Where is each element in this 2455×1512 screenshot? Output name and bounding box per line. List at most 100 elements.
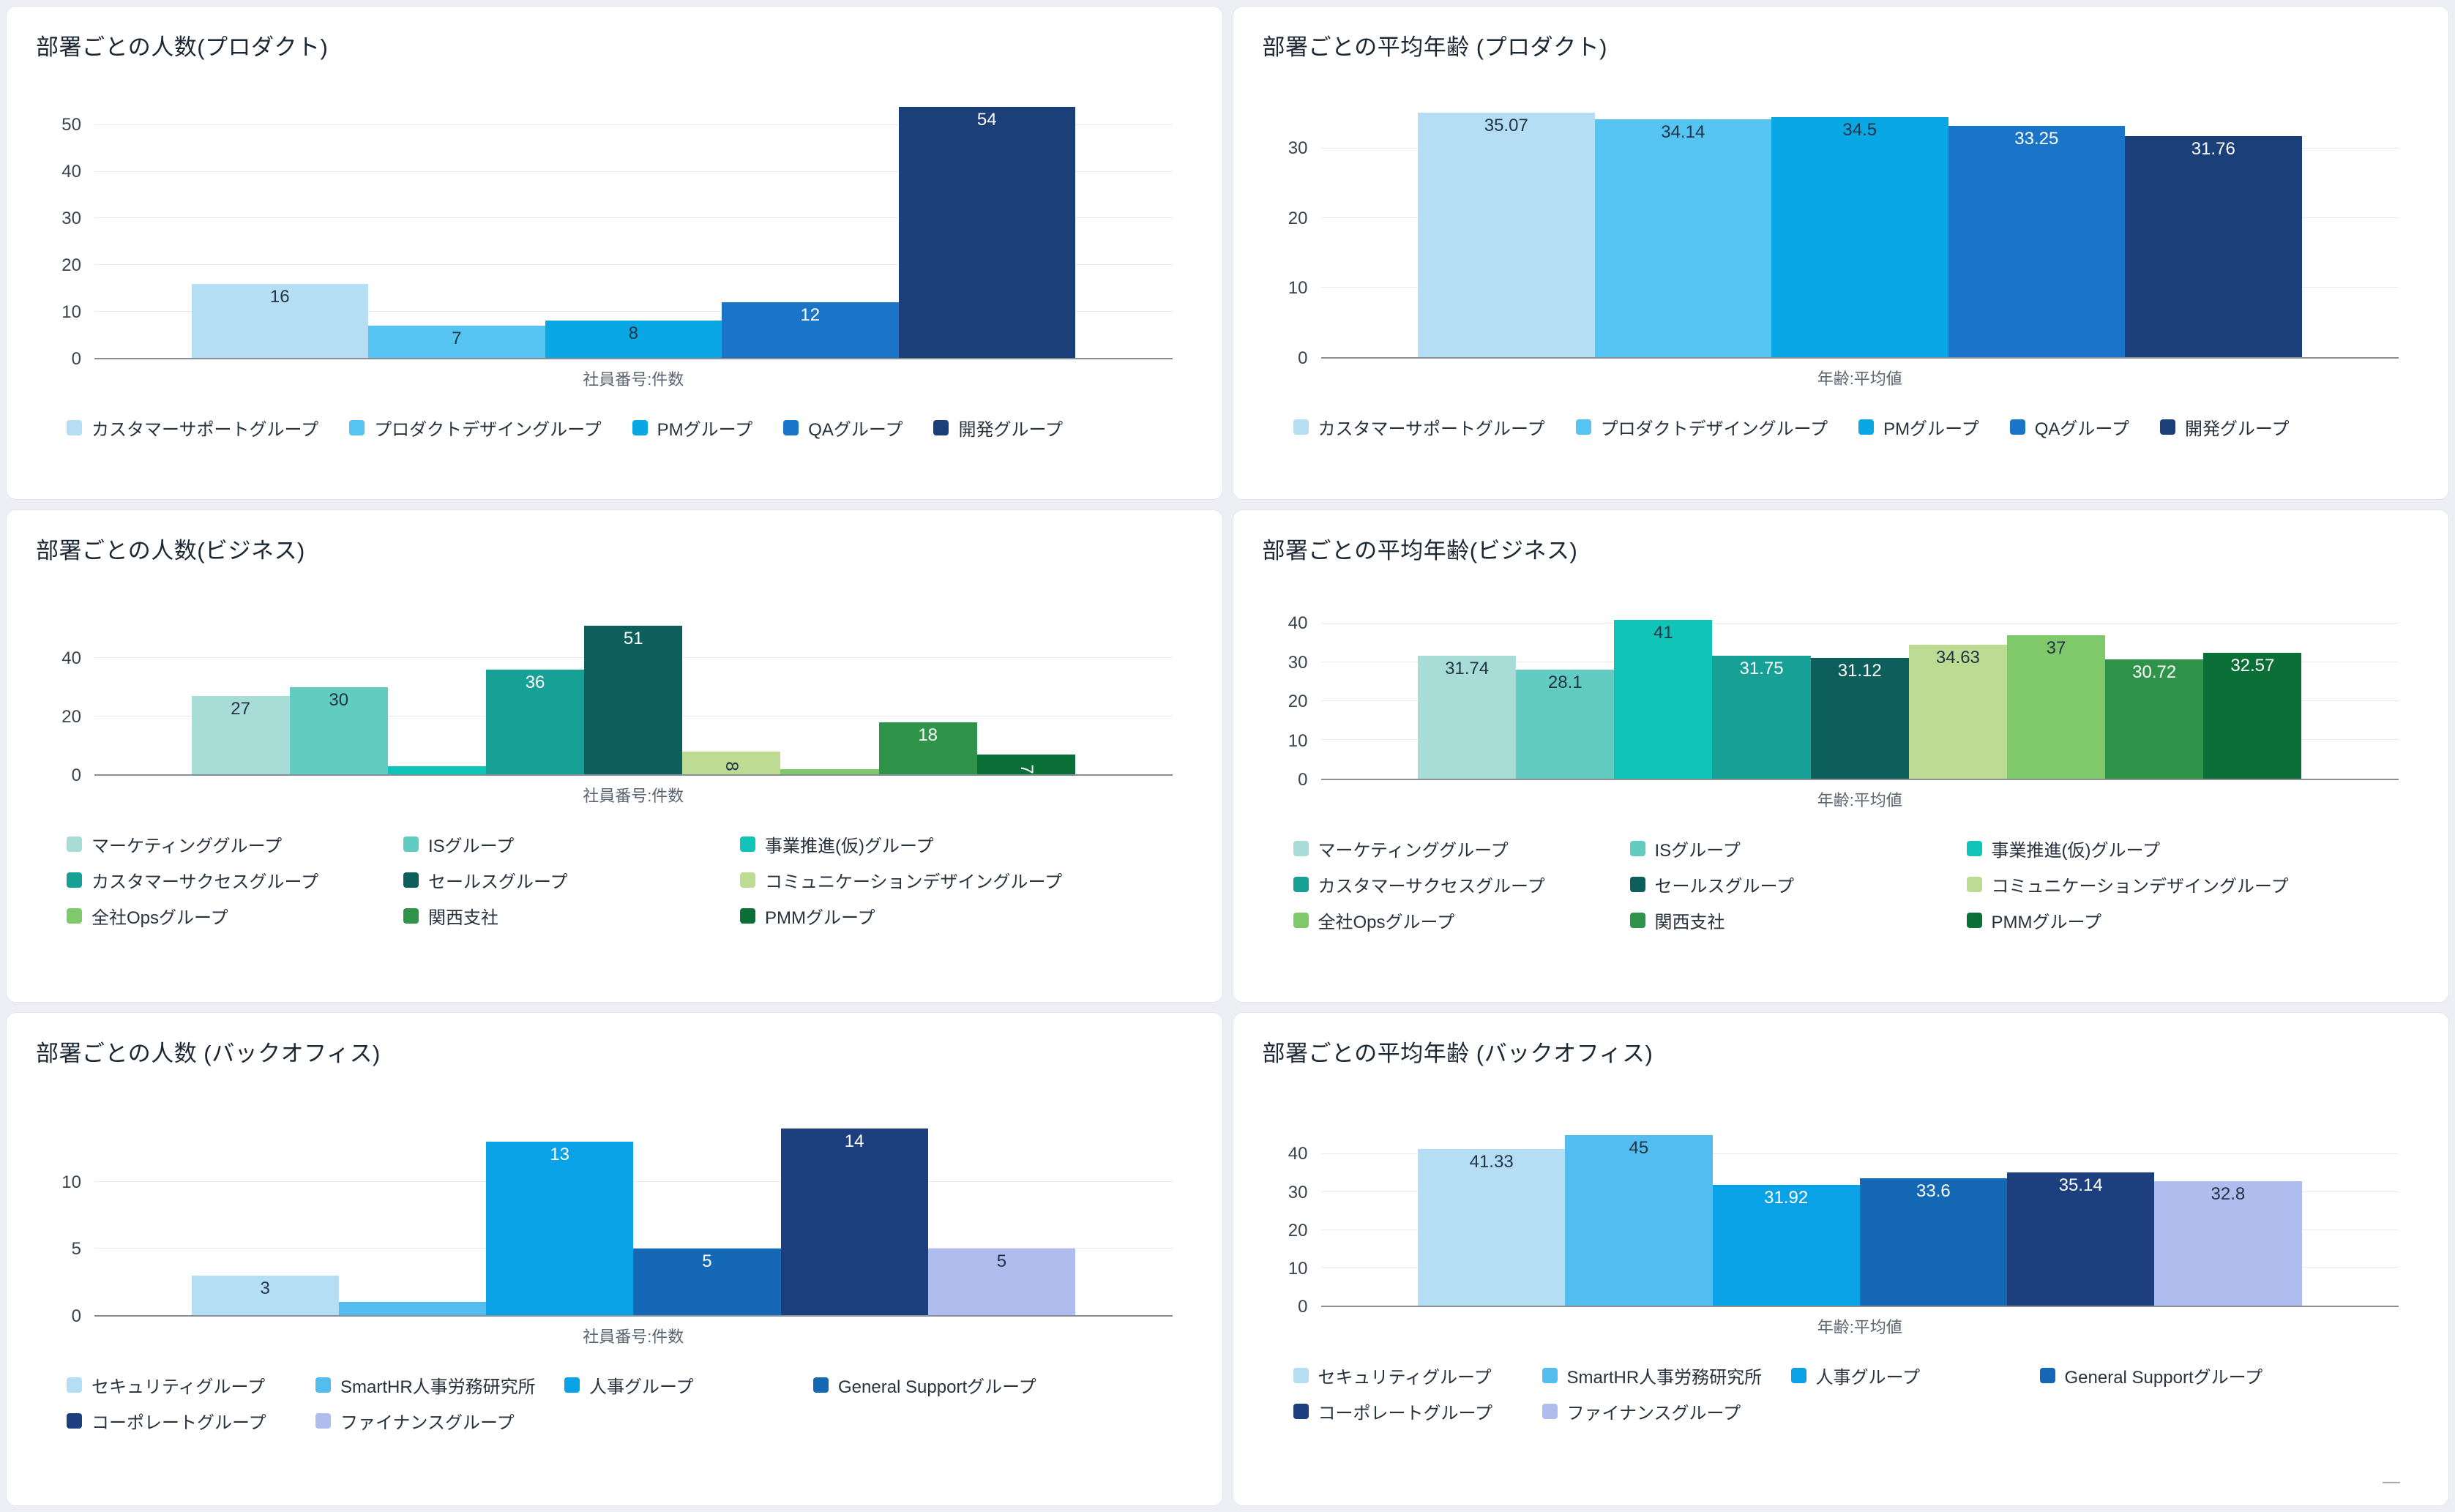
legend-item-3[interactable]: PMグループ [632, 415, 752, 441]
bar-1[interactable]: 35.07 [1418, 113, 1595, 357]
legend-label: ファイナンスグループ [340, 1413, 515, 1434]
bar-6[interactable]: 34.63 [1908, 644, 2007, 779]
y-tick-label: 40 [1288, 1144, 1308, 1164]
bar-3[interactable]: 13 [486, 1142, 634, 1316]
bar-1[interactable]: 3 [191, 1275, 339, 1316]
bar-9[interactable]: 7 [976, 754, 1075, 775]
legend-item-8[interactable]: 関西支社 [1629, 907, 1967, 933]
bar-1[interactable]: 31.74 [1418, 655, 1517, 779]
legend-label: ISグループ [428, 837, 515, 857]
legend-item-9[interactable]: PMMグループ [740, 903, 1077, 929]
y-tick-label: 10 [1288, 730, 1308, 751]
legend-item-2[interactable]: SmartHR人事労務研究所 [1542, 1363, 1791, 1388]
legend-item-3[interactable]: 事業推進(仮)グループ [740, 831, 1077, 857]
bar-value-label: 37 [2046, 638, 2066, 659]
legend-item-2[interactable]: SmartHR人事労務研究所 [315, 1372, 564, 1398]
legend-swatch [67, 1377, 82, 1393]
bar-2[interactable]: 30 [289, 687, 388, 775]
legend-item-7[interactable]: 全社Opsグループ [67, 903, 403, 929]
legend-item-2[interactable]: プロダクトデザイングループ [349, 415, 602, 441]
legend-label: QAグループ [808, 420, 903, 441]
legend-item-1[interactable]: カスタマーサポートグループ [67, 415, 318, 441]
legend-item-4[interactable]: QAグループ [2009, 414, 2129, 440]
bar-5[interactable]: 31.76 [2125, 135, 2302, 357]
bar-value-label: 34.5 [1842, 119, 1877, 140]
bar-8[interactable]: 18 [878, 722, 977, 775]
bar-8[interactable]: 30.72 [2105, 659, 2204, 779]
legend-item-6[interactable]: ファイナンスグループ [315, 1408, 564, 1434]
legend-item-2[interactable]: ISグループ [1629, 836, 1967, 861]
legend-item-4[interactable]: General Supportグループ [2039, 1363, 2289, 1388]
bar-4[interactable]: 33.6 [1859, 1178, 2008, 1306]
bar-value-label: 30 [329, 690, 349, 711]
legend-item-5[interactable]: コーポレートグループ [67, 1408, 315, 1434]
bar-3[interactable]: 41 [1614, 619, 1713, 779]
bar-2[interactable] [338, 1301, 487, 1316]
x-axis-label: 年齢:平均値 [1817, 1318, 1902, 1337]
legend-item-3[interactable]: 人事グループ [564, 1372, 813, 1398]
legend-item-5[interactable]: 開発グループ [933, 415, 1063, 441]
bar-3[interactable] [387, 766, 486, 775]
legend-item-6[interactable]: コミュニケーションデザイングループ [1966, 872, 2303, 897]
legend-item-1[interactable]: セキュリティグループ [67, 1372, 315, 1398]
legend-item-5[interactable]: セールスグループ [403, 867, 740, 893]
legend-item-3[interactable]: 人事グループ [1790, 1363, 2040, 1388]
bar-3[interactable]: 31.92 [1712, 1185, 1860, 1306]
legend-item-4[interactable]: カスタマーサクセスグループ [67, 867, 403, 893]
legend-item-2[interactable]: プロダクトデザイングループ [1575, 414, 1828, 440]
y-tick-label: 0 [1298, 770, 1308, 790]
bar-6[interactable]: 32.8 [2154, 1181, 2302, 1306]
legend-item-4[interactable]: QAグループ [783, 415, 903, 441]
legend-item-4[interactable]: General Supportグループ [813, 1372, 1062, 1398]
bar-2[interactable]: 7 [368, 325, 545, 359]
bar-6[interactable]: 5 [927, 1249, 1076, 1316]
legend-item-7[interactable]: 全社Opsグループ [1293, 907, 1630, 933]
bar-4[interactable]: 33.25 [1948, 125, 2126, 357]
legend-item-8[interactable]: 関西支社 [403, 903, 740, 929]
bar-1[interactable]: 41.33 [1418, 1149, 1566, 1306]
drag-handle[interactable]: — [2383, 1472, 2400, 1492]
bar-7[interactable]: 37 [2006, 635, 2106, 779]
chart-body: 0 10 20 30 40 31.74 28.1 41 31.75 31.12 34.63 37 30… [1263, 565, 2420, 985]
bar-1[interactable]: 27 [191, 696, 290, 775]
bar-6[interactable]: 8 [682, 751, 781, 775]
bar-5[interactable]: 54 [898, 106, 1076, 359]
chart-card-count-product: 部署ごとの人数(プロダクト) 0 10 20 30 40 50 16 7 8 12 54 社員番号… [6, 6, 1223, 500]
y-axis: 0 10 20 30 [1263, 103, 1321, 367]
bar-5[interactable]: 35.14 [2007, 1172, 2155, 1306]
bar-4[interactable]: 5 [633, 1249, 781, 1316]
chart-body: 0 10 20 30 35.07 34.14 34.5 33.25 31.76 年齢:平均値 … [1263, 61, 2420, 482]
legend-item-9[interactable]: PMMグループ [1966, 907, 2303, 933]
legend-item-2[interactable]: ISグループ [403, 831, 740, 857]
legend-label: コーポレートグループ [91, 1413, 266, 1434]
bar-value-label: 31.74 [1445, 658, 1490, 678]
legend-item-1[interactable]: マーケティンググループ [67, 831, 403, 857]
legend-item-4[interactable]: カスタマーサクセスグループ [1293, 872, 1630, 897]
bar-9[interactable]: 32.57 [2203, 652, 2302, 779]
bar-2[interactable]: 28.1 [1516, 670, 1615, 779]
legend-item-5[interactable]: 開発グループ [2159, 414, 2290, 440]
legend-item-1[interactable]: マーケティンググループ [1293, 836, 1630, 861]
bar-4[interactable]: 31.75 [1712, 655, 1811, 779]
legend-item-5[interactable]: コーポレートグループ [1293, 1399, 1542, 1424]
legend-item-6[interactable]: コミュニケーションデザイングループ [740, 867, 1077, 893]
bar-5[interactable]: 31.12 [1810, 658, 1909, 779]
bar-3[interactable]: 34.5 [1771, 116, 1948, 357]
legend-item-3[interactable]: 事業推進(仮)グループ [1966, 836, 2303, 861]
bar-5[interactable]: 14 [780, 1129, 928, 1316]
bar-1[interactable]: 16 [191, 283, 369, 359]
legend-swatch [1293, 841, 1309, 857]
bar-3[interactable]: 8 [545, 321, 722, 359]
bar-4[interactable]: 36 [485, 670, 585, 775]
legend-item-6[interactable]: ファイナンスグループ [1542, 1399, 1791, 1424]
legend-item-3[interactable]: PMグループ [1858, 414, 1979, 440]
legend-item-1[interactable]: セキュリティグループ [1293, 1363, 1542, 1388]
bar-5[interactable]: 51 [584, 626, 683, 775]
bar-4[interactable]: 12 [722, 302, 899, 359]
gridline [94, 171, 1173, 172]
bar-2[interactable]: 45 [1565, 1135, 1713, 1306]
legend-item-1[interactable]: カスタマーサポートグループ [1293, 414, 1545, 440]
legend-item-5[interactable]: セールスグループ [1629, 872, 1967, 897]
bar-7[interactable] [780, 768, 879, 775]
bar-2[interactable]: 34.14 [1594, 119, 1772, 357]
